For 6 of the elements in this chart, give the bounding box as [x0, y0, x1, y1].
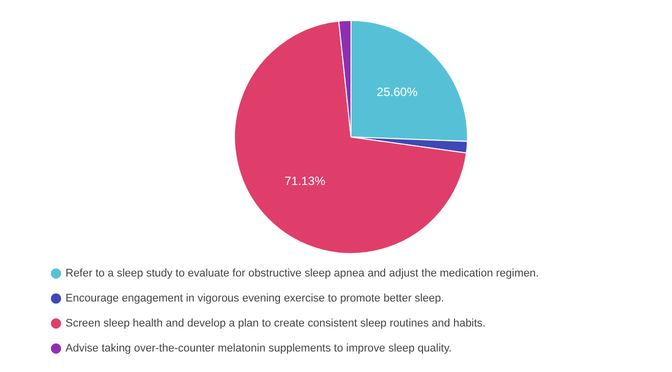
data-label: 71.13% — [284, 174, 326, 188]
legend-label: Advise taking over-the-counter melatonin supplements to improve sleep quality. — [66, 342, 452, 355]
legend-label: Refer to a sleep study to evaluate for obstructive sleep apnea and adjust the medication regimen. — [66, 268, 539, 280]
legend-label: Screen sleep health and develop a plan to create consistent sleep routines and habits. — [66, 318, 486, 330]
data-label: 25.60% — [376, 84, 418, 99]
legend-label: Encourage engagement in vigorous evening exercise to promote better sleep. — [66, 292, 444, 305]
